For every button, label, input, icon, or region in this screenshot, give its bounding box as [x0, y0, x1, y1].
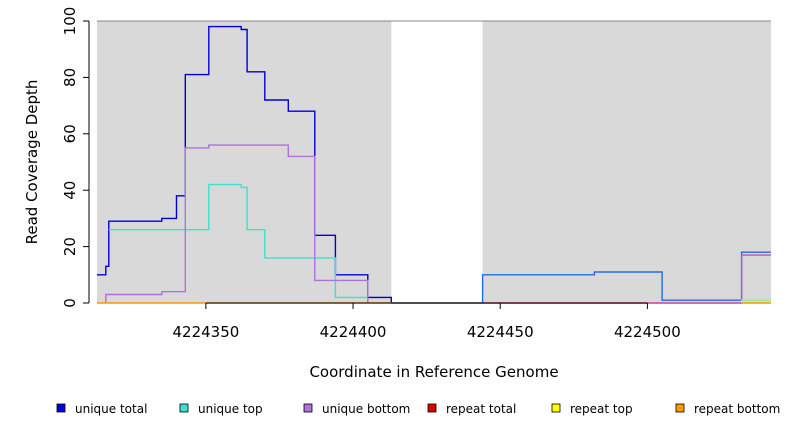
x-axis-title: Coordinate in Reference Genome — [309, 363, 558, 381]
legend-swatch — [427, 403, 437, 413]
series-line-1 — [108, 183, 369, 303]
legend-swatch — [551, 403, 561, 413]
legend-label: repeat bottom — [694, 402, 780, 416]
legend-swatch — [675, 403, 685, 413]
series-line-2 — [105, 144, 369, 303]
legend-swatch — [303, 403, 313, 413]
legend-label: unique top — [198, 402, 263, 416]
x-tick-label: 4224450 — [467, 323, 534, 341]
legend-label: unique total — [75, 402, 147, 416]
y-tick-label: 80 — [61, 68, 79, 87]
series-line-8 — [740, 299, 771, 303]
legend-label: repeat top — [570, 402, 633, 416]
axes: 0 20 40 60 80 100 4224350 4224400 4224450 4224500 — [61, 7, 681, 341]
plot-area — [97, 20, 771, 303]
y-tick-label: 100 — [61, 7, 79, 36]
legend-label: unique bottom — [322, 402, 410, 416]
series-layer — [97, 25, 771, 304]
y-tick-label: 20 — [61, 237, 79, 256]
legend-label: repeat total — [446, 402, 516, 416]
x-tick-label: 4224350 — [172, 323, 239, 341]
y-tick-label: 60 — [61, 124, 79, 143]
gap-region — [391, 21, 483, 303]
series-line-0 — [97, 25, 392, 303]
y-tick-label: 40 — [61, 181, 79, 200]
x-tick-label: 4224500 — [614, 323, 681, 341]
legend-swatch — [56, 403, 66, 413]
x-tick-label: 4224400 — [320, 323, 387, 341]
legend: unique total unique top unique bottom repea… — [56, 402, 780, 416]
y-axis-title: Read Coverage Depth — [23, 80, 41, 245]
y-tick-label: 0 — [61, 298, 79, 308]
legend-swatch — [179, 403, 189, 413]
